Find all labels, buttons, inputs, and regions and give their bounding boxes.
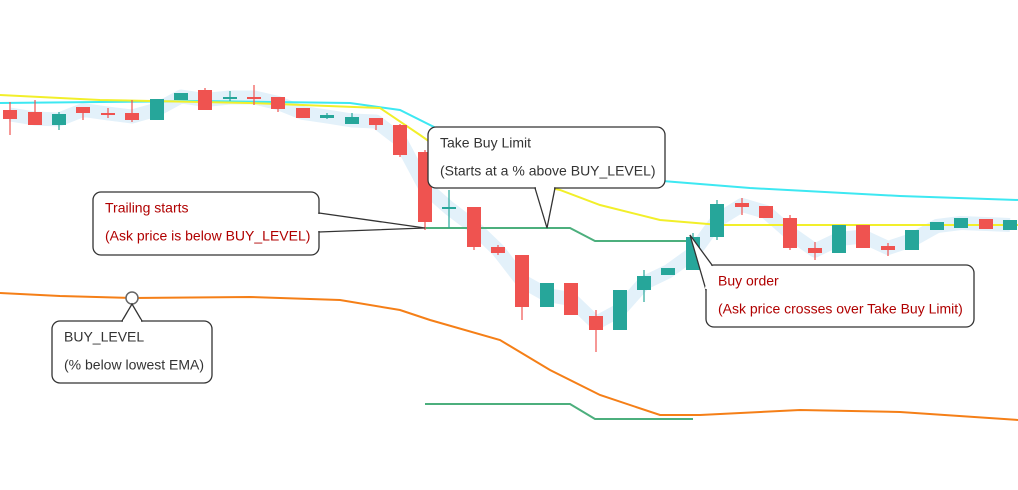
candle-body <box>271 97 285 109</box>
callout-pointer <box>120 302 144 322</box>
candle-body <box>76 107 90 113</box>
candle-body <box>296 108 310 118</box>
candle-body <box>905 230 919 250</box>
candle-body <box>442 207 456 209</box>
candle-body <box>783 218 797 248</box>
callout-title: Trailing starts <box>105 200 189 216</box>
candle-body <box>808 248 822 253</box>
candle-body <box>637 276 651 290</box>
candle-body <box>954 218 968 228</box>
callout-pointer <box>318 212 426 233</box>
candle-body <box>28 112 42 125</box>
candle-body <box>1003 220 1017 230</box>
candle-body <box>369 118 383 125</box>
candle-body <box>150 99 164 120</box>
candle-body <box>564 283 578 315</box>
candle-body <box>320 115 334 118</box>
candle-body <box>491 247 505 253</box>
candle-body <box>345 117 359 124</box>
candle-body <box>467 207 481 247</box>
candle-body <box>515 255 529 307</box>
take-buy-limit-line <box>425 227 693 242</box>
callout-title: Buy order <box>718 273 779 289</box>
candle-body <box>125 113 139 120</box>
candle-body <box>759 206 773 218</box>
candle-body <box>101 113 115 115</box>
callouts: Take Buy Limit (Starts at a % above BUY_L… <box>51 126 975 384</box>
candle-body <box>223 97 237 99</box>
callout-pointer <box>534 187 556 229</box>
callout-subtitle: (Starts at a % above BUY_LEVEL) <box>440 163 656 179</box>
candle-body <box>247 97 261 99</box>
candle-body <box>661 268 675 275</box>
candle-body <box>930 222 944 230</box>
callout-title: BUY_LEVEL <box>64 329 144 345</box>
take-buy-limit-lower-line <box>425 403 693 420</box>
candle-body <box>540 283 554 307</box>
candle-body <box>710 204 724 237</box>
callout-box <box>705 264 975 328</box>
candle-body <box>856 225 870 248</box>
candle-body <box>979 219 993 229</box>
candles <box>3 85 1017 352</box>
buy-level-line <box>0 292 1018 421</box>
callout-subtitle: (Ask price crosses over Take Buy Limit) <box>718 301 963 317</box>
candle-body <box>393 125 407 155</box>
buy-level-marker <box>125 291 139 305</box>
candle-body <box>613 290 627 330</box>
callout-subtitle: (% below lowest EMA) <box>64 357 204 373</box>
candle-body <box>735 203 749 207</box>
candle-body <box>3 110 17 119</box>
candle-body <box>589 316 603 330</box>
candle-body <box>832 225 846 253</box>
candle-body <box>881 246 895 250</box>
pointer-joint <box>704 265 714 290</box>
callout-subtitle: (Ask price is below BUY_LEVEL) <box>105 228 310 244</box>
candle-body <box>198 90 212 110</box>
candle-body <box>52 114 66 125</box>
callout-title: Take Buy Limit <box>440 135 531 151</box>
candle-body <box>174 93 188 100</box>
